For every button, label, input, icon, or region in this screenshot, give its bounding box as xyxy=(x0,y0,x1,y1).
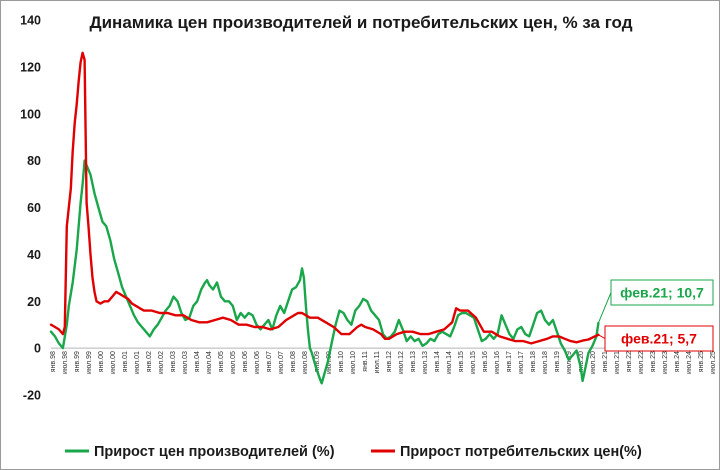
x-tick-label: янв.08 xyxy=(290,351,297,372)
x-tick-label: июл.98 xyxy=(62,351,69,374)
x-tick-label: янв.06 xyxy=(242,351,249,372)
x-tick-label: июл.00 xyxy=(110,351,117,374)
x-tick-label: янв.14 xyxy=(434,351,441,372)
annotations: фев.21; 10,7 фев.21; 5,7 xyxy=(597,279,714,352)
y-tick-label: 140 xyxy=(20,14,41,28)
x-tick-label: янв.00 xyxy=(98,351,105,372)
x-tick-label: июл.22 xyxy=(638,351,645,374)
y-tick-label: 80 xyxy=(27,154,41,168)
x-tick-label: июл.04 xyxy=(206,351,213,374)
y-tick-label: 100 xyxy=(20,107,41,121)
x-tick-label: июл.02 xyxy=(158,351,165,374)
series-layer xyxy=(49,51,600,385)
x-tick-label: июл.01 xyxy=(134,351,141,374)
x-tick-label: июл.15 xyxy=(470,351,477,374)
x-tick-label: июл.19 xyxy=(566,351,573,374)
x-tick-label: янв.03 xyxy=(170,351,177,372)
legend-label-consumer: Прирост потребительских цен(%) xyxy=(400,444,642,460)
callout-leader xyxy=(598,334,606,339)
x-tick-label: янв.02 xyxy=(146,351,153,372)
x-axis: янв.98 июл.98 янв.99 июл.99 янв.00 июл.00 янв.… xyxy=(50,351,717,374)
x-tick-label: янв.22 xyxy=(626,351,633,372)
x-tick-label: янв.12 xyxy=(386,351,393,372)
series-line-consumer-prices xyxy=(49,51,600,345)
callout-box xyxy=(610,279,714,306)
x-tick-label: июл.14 xyxy=(446,351,453,374)
x-tick-label: янв.21 xyxy=(602,351,609,372)
x-tick-label: янв.11 xyxy=(362,351,369,372)
x-tick-label: янв.16 xyxy=(482,351,489,372)
y-tick-label: 120 xyxy=(20,60,41,74)
x-tick-label: янв.18 xyxy=(530,351,537,372)
x-tick-label: янв.24 xyxy=(674,351,681,372)
x-tick-label: янв.15 xyxy=(458,351,465,372)
x-tick-label: июл.03 xyxy=(182,351,189,374)
x-tick-label: янв.23 xyxy=(650,351,657,372)
x-tick-label: июл.08 xyxy=(302,351,309,374)
x-tick-label: янв.04 xyxy=(194,351,201,372)
x-tick-label: июл.18 xyxy=(542,351,549,374)
x-tick-label: янв.20 xyxy=(578,351,585,372)
x-tick-label: июл.12 xyxy=(398,351,405,374)
y-tick-label: 60 xyxy=(27,201,41,215)
x-tick-label: янв.98 xyxy=(50,351,57,372)
callout-label-producer: фев.21; 10,7 xyxy=(620,285,704,301)
x-tick-label: июл.21 xyxy=(614,351,621,374)
x-tick-label: июл.11 xyxy=(374,351,381,373)
series-line-producer-prices xyxy=(49,159,600,385)
x-tick-label: июл.99 xyxy=(86,351,93,374)
x-tick-label: янв.07 xyxy=(266,351,273,372)
x-tick-label: июл.06 xyxy=(254,351,261,374)
chart-title: Динамика цен производителей и потребител… xyxy=(89,13,632,32)
x-tick-label: янв.17 xyxy=(506,351,513,372)
legend-label-producer: Прирост цен производителей (%) xyxy=(94,444,335,460)
x-tick-label: июл.17 xyxy=(518,351,525,374)
x-tick-label: июл.20 xyxy=(590,351,597,374)
y-tick-label: -20 xyxy=(23,389,41,403)
x-tick-label: янв.05 xyxy=(218,351,225,372)
x-tick-label: янв.09 xyxy=(314,351,321,372)
x-tick-label: янв.13 xyxy=(410,351,417,372)
x-tick-label: янв.01 xyxy=(122,351,129,372)
y-axis: -20 0 20 40 60 80 100 120 140 xyxy=(20,14,41,403)
callout-label-consumer: фев.21; 5,7 xyxy=(621,331,697,347)
x-tick-label: июл.09 xyxy=(326,351,333,374)
callout-box xyxy=(604,325,714,352)
x-tick-label: июл.25 xyxy=(710,351,717,374)
legend: Прирост цен производителей (%) Прирост п… xyxy=(65,444,642,460)
x-tick-label: июл.10 xyxy=(350,351,357,374)
x-tick-label: янв.25 xyxy=(698,351,705,372)
x-tick-label: июл.24 xyxy=(686,351,693,374)
x-tick-label: июл.23 xyxy=(662,351,669,374)
x-tick-label: июл.07 xyxy=(278,351,285,374)
callout-leader xyxy=(597,292,612,324)
y-tick-label: 20 xyxy=(27,295,41,309)
x-tick-label: июл.05 xyxy=(230,351,237,374)
y-tick-label: 40 xyxy=(27,248,41,262)
x-tick-label: янв.99 xyxy=(74,351,81,372)
x-tick-label: июл.13 xyxy=(422,351,429,374)
y-tick-label: 0 xyxy=(34,342,41,356)
x-tick-label: янв.19 xyxy=(554,351,561,372)
x-tick-label: янв.10 xyxy=(338,351,345,372)
x-tick-label: июл.16 xyxy=(494,351,501,374)
